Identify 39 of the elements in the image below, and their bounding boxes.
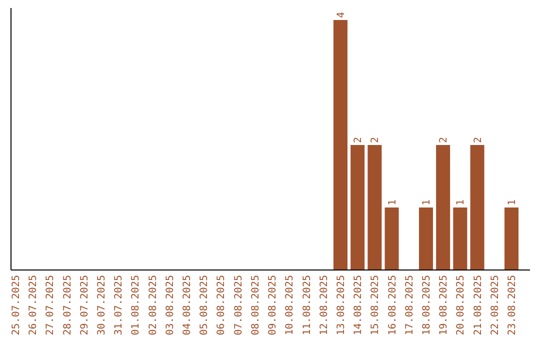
- x-tick-label: 04.08.2025: [182, 275, 194, 336]
- x-tick-label: 30.07.2025: [96, 275, 108, 336]
- data-label: 2: [472, 136, 484, 143]
- x-tick-label: 14.08.2025: [353, 275, 364, 336]
- x-tick-label: 06.08.2025: [216, 275, 228, 336]
- data-label: 1: [506, 199, 518, 206]
- data-label: 1: [421, 199, 432, 206]
- x-tick-label: 02.08.2025: [148, 275, 159, 336]
- x-tick-label: 05.08.2025: [199, 275, 210, 336]
- x-tick-label: 19.08.2025: [438, 275, 450, 336]
- x-tick-label: 29.07.2025: [79, 275, 90, 336]
- x-tick-label: 01.08.2025: [130, 275, 142, 336]
- x-tick-label: 17.08.2025: [404, 275, 416, 336]
- x-tick-label: 03.08.2025: [164, 275, 176, 336]
- data-label: 1: [456, 199, 467, 206]
- data-label: 2: [353, 136, 364, 143]
- x-tick-label: 13.08.2025: [336, 275, 347, 336]
- x-tick-label: 08.08.2025: [250, 275, 262, 336]
- data-label: 4: [336, 12, 347, 18]
- data-label: 1: [387, 199, 398, 206]
- x-tick-label: 15.08.2025: [370, 275, 382, 336]
- x-tick-label: 22.08.2025: [490, 275, 501, 336]
- x-tick-label: 16.08.2025: [387, 275, 398, 336]
- x-tick-label: 31.07.2025: [114, 275, 125, 336]
- x-tick-label: 12.08.2025: [318, 275, 330, 336]
- x-tick-label: 20.08.2025: [456, 275, 467, 336]
- x-tick-label: 23.08.2025: [506, 275, 518, 336]
- x-tick-label: 09.08.2025: [268, 275, 279, 336]
- x-tick-label: 26.07.2025: [28, 275, 40, 336]
- x-tick-label: 27.07.2025: [45, 275, 56, 336]
- x-tick-label: 11.08.2025: [302, 275, 313, 336]
- x-tick-label: 10.08.2025: [284, 275, 296, 336]
- x-tick-label: 07.08.2025: [233, 275, 244, 336]
- data-label: 2: [438, 136, 450, 143]
- x-tick-label: 18.08.2025: [421, 275, 432, 336]
- x-tick-label: 21.08.2025: [472, 275, 484, 336]
- x-tick-label: 25.07.2025: [11, 275, 22, 336]
- x-tick-label: 28.07.2025: [62, 275, 74, 336]
- data-label: 2: [370, 136, 382, 143]
